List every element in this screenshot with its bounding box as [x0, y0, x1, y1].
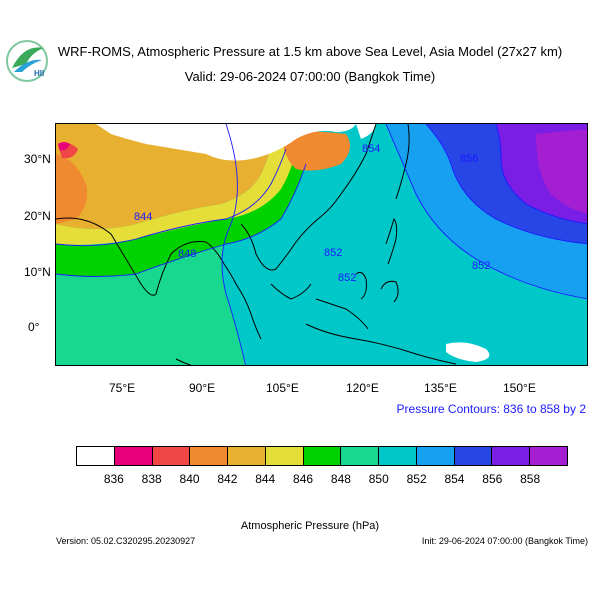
lon-label: 105°E — [266, 381, 299, 395]
contour-label: 856 — [460, 153, 478, 165]
colorbar-segment — [378, 447, 416, 465]
lon-label: 150°E — [503, 381, 536, 395]
colorbar-label: 856 — [482, 472, 503, 486]
colorbar-segment — [113, 447, 152, 465]
colorbar-segment — [453, 447, 492, 465]
colorbar-segment — [302, 447, 341, 465]
colorbar-segment — [189, 447, 228, 465]
colorbar-label: 840 — [179, 472, 200, 486]
map-title: WRF-ROMS, Atmospheric Pressure at 1.5 km… — [57, 44, 563, 59]
lat-label: 10°N — [24, 265, 51, 279]
lon-label: 135°E — [424, 381, 457, 395]
colorbar-segment — [77, 447, 114, 465]
hii-logo: HII — [4, 38, 50, 84]
contour-label: 852 — [338, 272, 356, 284]
colorbar — [76, 446, 568, 466]
lat-label: 30°N — [24, 152, 51, 166]
version-text: Version: 05.02.C320295.20230927 — [56, 536, 196, 546]
lon-label: 120°E — [346, 381, 379, 395]
contour-label: 848 — [178, 248, 196, 260]
contour-note: Pressure Contours: 836 to 858 by 2 — [396, 402, 586, 416]
colorbar-label: 836 — [103, 472, 124, 486]
colorbar-label: 858 — [520, 472, 541, 486]
contour-label: 844 — [134, 211, 152, 223]
colorbar-label: 854 — [444, 472, 465, 486]
lon-label: 75°E — [109, 381, 136, 395]
pressure-map: 844 848 852 852 852 856 854 — [55, 123, 588, 366]
units-label: Atmospheric Pressure (hPa) — [240, 520, 380, 532]
colorbar-label: 838 — [141, 472, 162, 486]
lat-label: 20°N — [24, 209, 51, 223]
contour-label: 854 — [362, 143, 380, 155]
colorbar-label: 850 — [368, 472, 389, 486]
colorbar-segment — [491, 447, 530, 465]
logo-text: HII — [34, 69, 44, 78]
lon-label: 90°E — [189, 381, 216, 395]
colorbar-segment — [227, 447, 265, 465]
contour-label: 852 — [324, 247, 342, 259]
colorbar-segment — [151, 447, 190, 465]
lat-label: 0° — [28, 320, 40, 334]
contour-label: 852 — [472, 260, 490, 272]
colorbar-segment — [264, 447, 303, 465]
colorbar-label: 842 — [217, 472, 238, 486]
colorbar-label: 848 — [330, 472, 351, 486]
colorbar-label: 852 — [406, 472, 427, 486]
colorbar-segment — [529, 447, 567, 465]
colorbar-segment — [415, 447, 454, 465]
valid-time: Valid: 29-06-2024 07:00:00 (Bangkok Time… — [184, 69, 436, 84]
colorbar-label: 846 — [293, 472, 314, 486]
init-time: Init: 29-06-2024 07:00:00 (Bangkok Time) — [421, 536, 588, 546]
colorbar-label: 844 — [255, 472, 276, 486]
colorbar-segment — [340, 447, 379, 465]
